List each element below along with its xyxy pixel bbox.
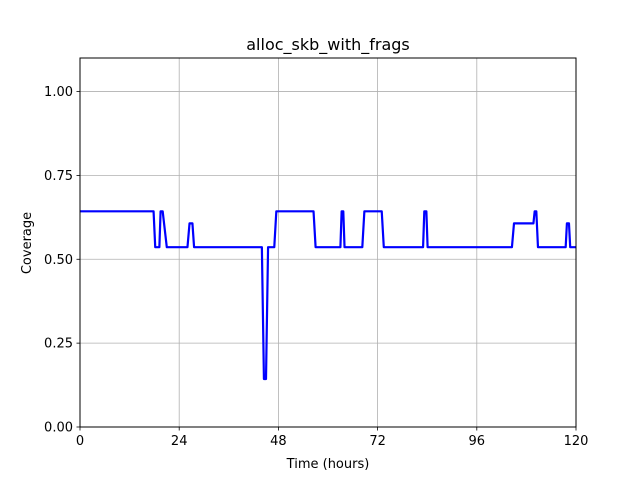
x-tick-label: 72: [369, 434, 386, 449]
x-tick-label: 24: [171, 434, 188, 449]
x-axis-ticks: 0 24 48 72 96 120: [76, 427, 589, 449]
series-layer: [80, 210, 576, 381]
x-tick-label: 0: [76, 434, 84, 449]
y-tick-label: 0.75: [44, 169, 73, 184]
y-axis-label: Coverage: [20, 212, 35, 274]
series-line-0: [80, 210, 576, 381]
y-axis-ticks: 0.00 0.25 0.50 0.75 1.00: [44, 85, 80, 436]
chart-title: alloc_skb_with_frags: [246, 35, 410, 55]
x-tick-label: 96: [469, 434, 486, 449]
y-tick-label: 1.00: [44, 85, 73, 100]
x-tick-label: 120: [564, 434, 589, 449]
x-axis-label: Time (hours): [286, 457, 370, 472]
x-tick-label: 48: [270, 434, 287, 449]
y-tick-label: 0.25: [44, 337, 73, 352]
y-tick-label: 0.00: [44, 421, 73, 436]
plot-frame: [79, 57, 577, 428]
y-tick-label: 0.50: [44, 253, 73, 268]
